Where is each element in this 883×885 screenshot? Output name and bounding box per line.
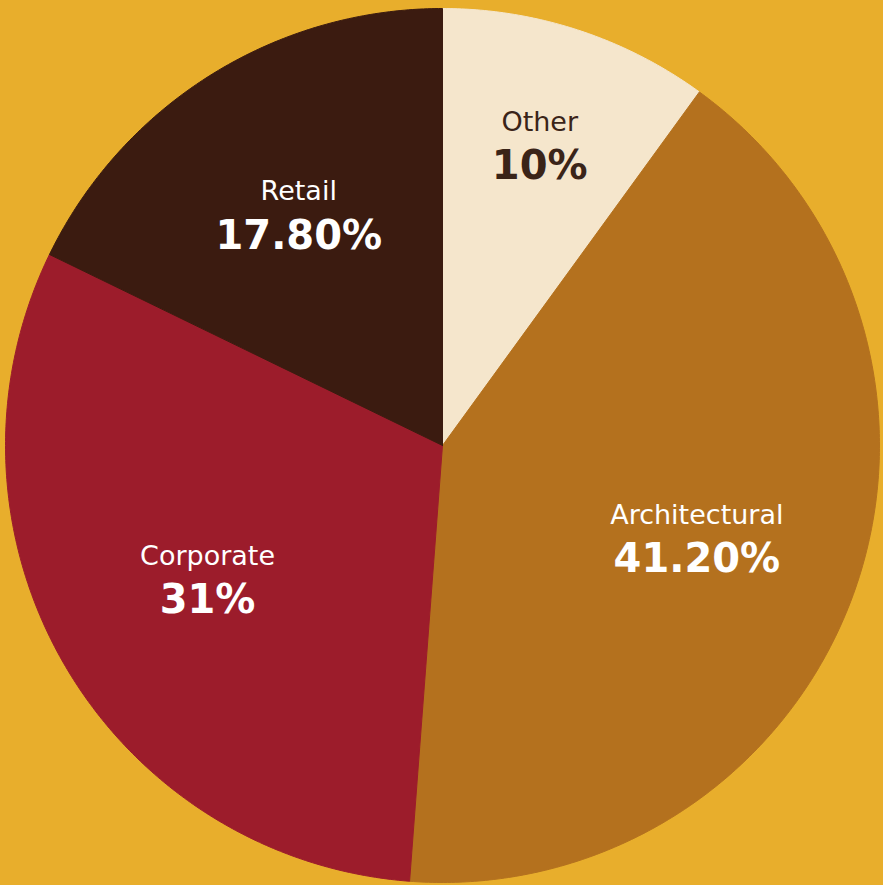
svg-text:10%: 10%	[492, 142, 588, 188]
svg-text:31%: 31%	[160, 576, 256, 622]
svg-text:17.80%: 17.80%	[215, 212, 382, 258]
svg-text:Corporate: Corporate	[140, 540, 275, 571]
svg-text:Architectural: Architectural	[610, 499, 783, 530]
svg-text:Retail: Retail	[261, 175, 337, 206]
svg-text:Other: Other	[501, 106, 579, 137]
svg-text:41.20%: 41.20%	[614, 535, 781, 581]
